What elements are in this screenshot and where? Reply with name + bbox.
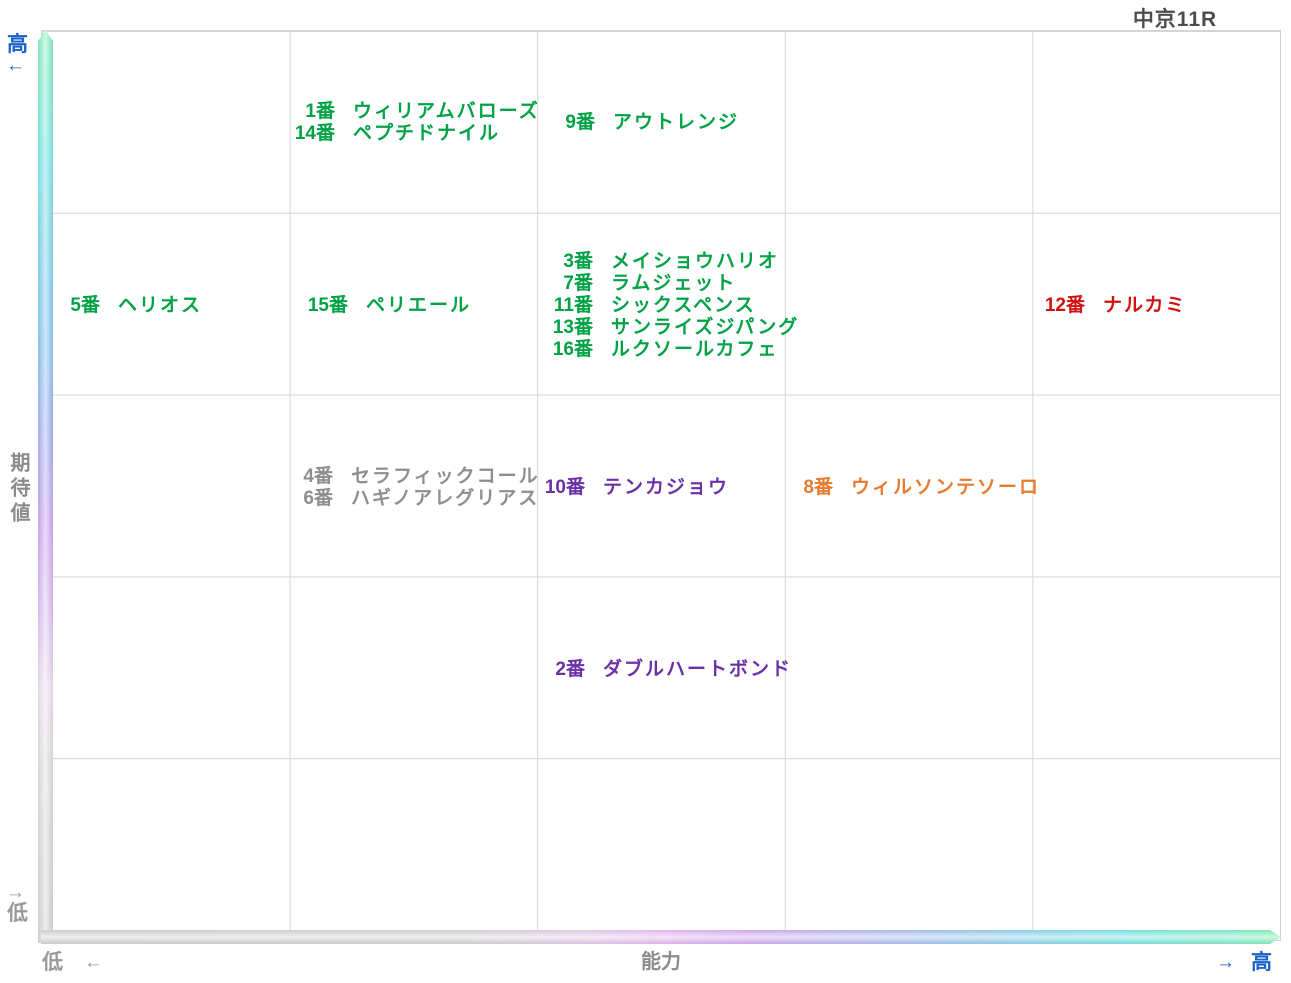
horse-name: ペリエール xyxy=(366,295,472,316)
horse-group-r3c2: 4番 セラフィックコール 6番 ハギノアレグリアス xyxy=(285,466,540,510)
horse-group-r4c3: 2番 ダブルハートボンド xyxy=(537,659,792,681)
horse-entry: 5番 ヘリオス xyxy=(52,295,202,317)
page-title: 中京11R xyxy=(1132,8,1218,31)
horse-name: サンライズジパング xyxy=(611,317,800,338)
horse-number: 7番 xyxy=(563,273,593,294)
horse-name: ダブルハートボンド xyxy=(603,659,793,680)
horse-name: アウトレンジ xyxy=(613,112,740,133)
horse-number: 9番 xyxy=(565,112,595,133)
horse-entry: 4番 セラフィックコール xyxy=(285,466,540,488)
horse-group-r2c1: 5番 ヘリオス xyxy=(52,295,202,317)
horse-group-r2c3: 3番 メイショウハリオ 7番 ラムジェット 11番 シックスペンス 13番 サンライズジパング… xyxy=(545,251,799,361)
horse-number: 16番 xyxy=(552,339,593,360)
horse-name: シックスペンス xyxy=(611,295,756,316)
horse-name: テンカジョウ xyxy=(603,477,730,498)
horse-number: 15番 xyxy=(307,295,348,316)
x-axis-high-arrow-icon: → xyxy=(1216,952,1235,973)
y-axis-low-arrow-icon: → xyxy=(6,882,25,903)
horse-group-r3c4: 8番 ウィルソンテソーロ xyxy=(785,477,1040,499)
horse-name: ペプチドナイル xyxy=(353,123,501,144)
horse-number: 4番 xyxy=(303,466,333,487)
horse-group-r1c3: 9番 アウトレンジ xyxy=(547,112,739,134)
plot-grid xyxy=(41,30,1281,941)
horse-entry: 6番 ハギノアレグリアス xyxy=(285,488,540,510)
horse-name: ラムジェット xyxy=(611,273,737,294)
horse-entry: 13番 サンライズジパング xyxy=(545,317,799,339)
horse-entry: 14番 ペプチドナイル xyxy=(287,123,540,145)
horse-entry: 16番 ルクソールカフェ xyxy=(545,339,799,361)
horse-entry: 12番 ナルカミ xyxy=(1037,295,1186,317)
x-axis-low-arrow-icon: ← xyxy=(84,952,103,973)
horse-name: ウィリアムバローズ xyxy=(353,101,540,122)
horse-number: 6番 xyxy=(303,488,333,509)
horse-name: ハギノアレグリアス xyxy=(351,488,540,509)
horse-entry: 15番 ペリエール xyxy=(300,295,471,317)
horse-group-r2c2: 15番 ペリエール xyxy=(300,295,471,317)
horse-name: セラフィックコール xyxy=(351,466,540,487)
horse-entry: 11番 シックスペンス xyxy=(545,295,799,317)
horse-number: 13番 xyxy=(552,317,593,338)
horse-name: メイショウハリオ xyxy=(611,251,780,272)
horse-number: 11番 xyxy=(553,295,593,316)
horse-group-r1c2: 1番 ウィリアムバローズ 14番 ペプチドナイル xyxy=(287,101,540,145)
x-axis-bar xyxy=(41,930,1281,944)
horse-entry: 1番 ウィリアムバローズ xyxy=(287,101,540,123)
horse-name: ルクソールカフェ xyxy=(611,339,779,360)
horse-group-r3c3: 10番 テンカジョウ xyxy=(537,477,729,499)
horse-entry: 3番 メイショウハリオ xyxy=(545,251,799,273)
horse-name: ヘリオス xyxy=(118,295,203,316)
horse-name: ウィルソンテソーロ xyxy=(851,477,1041,498)
x-axis-low-label: 低 xyxy=(42,951,63,974)
horse-entry: 9番 アウトレンジ xyxy=(547,112,739,134)
horse-number: 5番 xyxy=(70,295,100,316)
horse-number: 10番 xyxy=(544,477,585,498)
y-axis-bar-gloss xyxy=(38,30,53,943)
x-axis-title: 能力 xyxy=(641,951,681,973)
x-axis-bar-gloss xyxy=(41,930,1281,944)
y-axis-title: 期待値 xyxy=(7,452,29,527)
horse-number: 12番 xyxy=(1044,295,1085,316)
y-axis-high-label: 高 xyxy=(7,33,28,56)
y-axis-high-arrow-icon: ← xyxy=(6,55,25,76)
horse-number: 14番 xyxy=(294,123,335,144)
horse-entry: 7番 ラムジェット xyxy=(545,273,799,295)
horse-number: 1番 xyxy=(305,101,335,122)
y-axis-bar xyxy=(38,30,53,943)
horse-entry: 8番 ウィルソンテソーロ xyxy=(785,477,1040,499)
horse-number: 3番 xyxy=(563,251,593,272)
horse-entry: 10番 テンカジョウ xyxy=(537,477,729,499)
horse-number: 2番 xyxy=(555,659,585,680)
horse-group-r2c5: 12番 ナルカミ xyxy=(1037,295,1186,317)
horse-name: ナルカミ xyxy=(1103,295,1187,316)
horse-entry: 2番 ダブルハートボンド xyxy=(537,659,792,681)
x-axis-high-label: 高 xyxy=(1251,951,1272,974)
horse-number: 8番 xyxy=(803,477,833,498)
y-axis-low-label: 低 xyxy=(7,902,28,925)
